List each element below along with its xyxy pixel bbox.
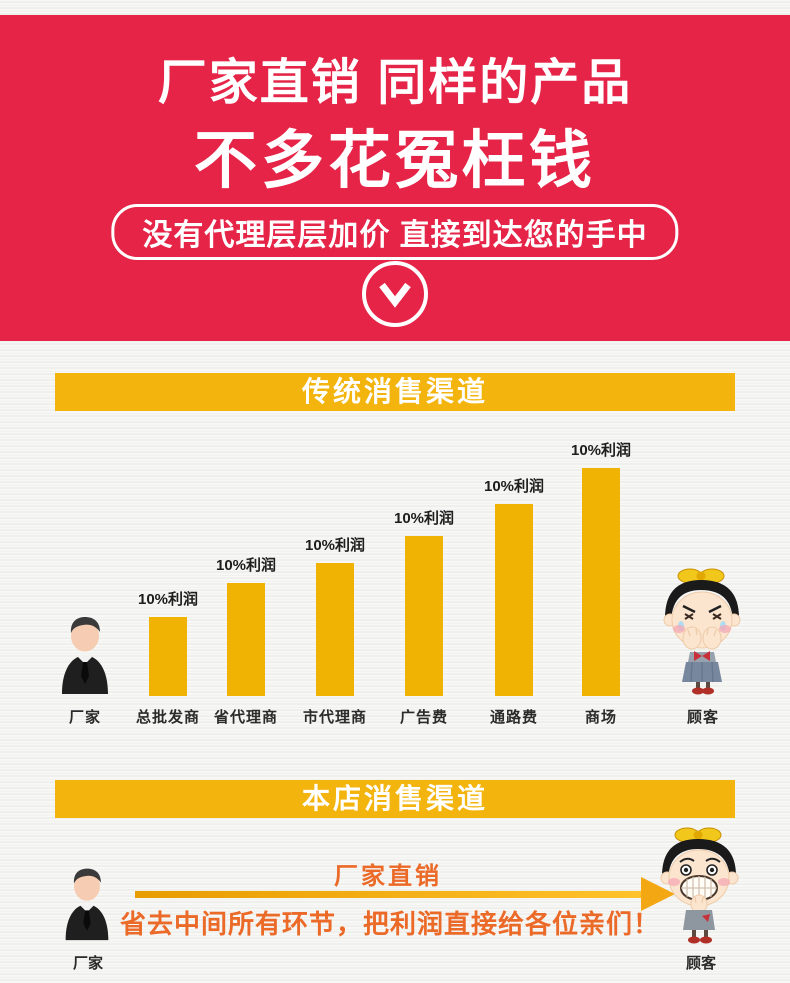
hero-title-line1: 厂家直销 同样的产品	[157, 56, 633, 110]
direct-subtitle: 省去中间所有环节，把利润直接给各位亲们！	[119, 909, 660, 939]
bar	[405, 536, 443, 696]
traditional-channel-chart: 10%利润 10%利润 10%利润 10%利润 10%利润 10%利润	[0, 420, 790, 740]
businessman-icon	[35, 420, 135, 696]
bar	[149, 617, 187, 696]
chart-bar-column: 10%利润	[124, 420, 212, 696]
hero-pill-text: 没有代理层层加价 直接到达您的手中	[142, 219, 648, 252]
businessman-icon	[58, 864, 116, 947]
bar-category-label: 市代理商	[302, 709, 367, 726]
section-banner-traditional: 传统消售渠道	[55, 373, 735, 411]
chart-endpoint-label: 顾客	[686, 709, 719, 726]
chart-bar-column: 10%利润	[380, 420, 468, 696]
bar-profit-label: 10%利润	[137, 591, 199, 608]
direct-factory-label: 厂家	[72, 955, 103, 972]
crying-girl-icon	[650, 420, 756, 696]
hero-title-line2: 不多花冤枉钱	[194, 126, 596, 196]
bar-category-label: 商场	[584, 709, 617, 726]
chart-bar-column: 10%利润	[291, 420, 379, 696]
direct-customer-label: 顾客	[685, 955, 716, 972]
bar	[227, 583, 265, 696]
bar-profit-label: 10%利润	[570, 442, 632, 459]
hero-pill: 没有代理层层加价 直接到达您的手中	[111, 204, 679, 260]
bar	[495, 504, 533, 696]
happy-girl-icon	[654, 826, 748, 951]
chart-bar-column: 10%利润	[470, 420, 558, 696]
bar-category-label: 省代理商	[213, 709, 278, 726]
bar-category-label: 通路费	[489, 709, 538, 726]
direct-channel-section: 厂家直销 省去中间所有环节，把利润直接给各位亲们！	[0, 820, 790, 983]
hero-banner: 厂家直销 同样的产品 不多花冤枉钱 没有代理层层加价 直接到达您的手中	[0, 15, 790, 341]
bar	[316, 563, 354, 696]
section-banner-direct: 本店消售渠道	[55, 780, 735, 818]
bar-category-label: 总批发商	[135, 709, 200, 726]
bar-profit-label: 10%利润	[393, 510, 455, 527]
chart-endpoint-label: 厂家	[68, 709, 101, 726]
chart-bar-column: 10%利润	[557, 420, 645, 696]
right-arrow-icon	[135, 891, 641, 898]
bar-profit-label: 10%利润	[215, 557, 277, 574]
chart-bar-column: 10%利润	[202, 420, 290, 696]
bar	[582, 468, 620, 696]
bar-category-label: 广告费	[399, 709, 448, 726]
bar-profit-label: 10%利润	[304, 537, 366, 554]
bar-profit-label: 10%利润	[483, 478, 545, 495]
direct-arrow-title: 厂家直销	[334, 863, 442, 890]
chevron-down-icon	[362, 261, 428, 327]
